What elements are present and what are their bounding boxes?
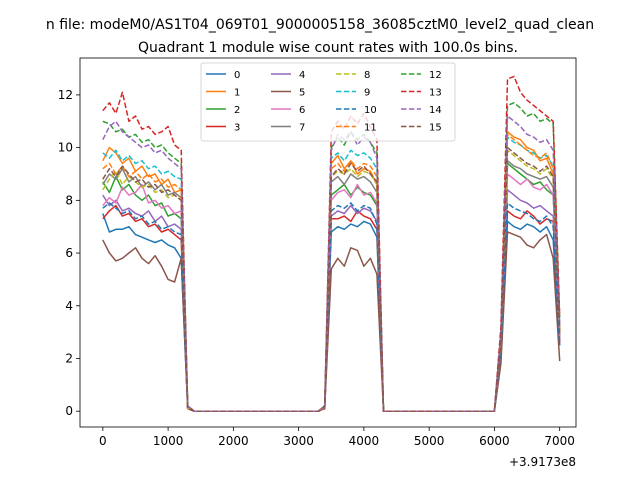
series-line-10	[102, 202, 561, 412]
legend-label-7: 7	[299, 123, 305, 134]
legend-label-8: 8	[364, 70, 370, 81]
x-tick-label: 1000	[153, 434, 184, 448]
legend-label-4: 4	[299, 70, 305, 81]
y-tick-label: 4	[65, 299, 73, 313]
x-tick-label: 5000	[414, 434, 445, 448]
legend-label-1: 1	[234, 88, 240, 99]
y-tick-label: 8	[65, 193, 73, 207]
legend-label-12: 12	[429, 70, 442, 81]
y-tick-label: 6	[65, 246, 73, 260]
x-offset-label: +3.9173e8	[509, 455, 576, 469]
series-line-15	[102, 146, 561, 412]
x-tick-label: 6000	[479, 434, 510, 448]
figure-suptitle: n file: modeM0/AS1T04_069T01_9000005158_…	[46, 17, 594, 33]
y-tick-label: 2	[65, 351, 73, 365]
legend-label-9: 9	[364, 88, 370, 99]
y-tick-label: 10	[58, 141, 73, 155]
legend-label-10: 10	[364, 105, 377, 116]
y-tick-label: 12	[58, 88, 73, 102]
x-tick-label: 0	[99, 434, 107, 448]
legend-label-0: 0	[234, 70, 240, 81]
chart-title: Quadrant 1 module wise count rates with …	[138, 40, 518, 56]
plot-area: 0 1000 2000 3000 4000 5000 6000 700002468101201…	[58, 62, 575, 448]
legend-label-6: 6	[299, 105, 305, 116]
x-tick-label: 2000	[218, 434, 249, 448]
legend-label-3: 3	[234, 123, 240, 134]
legend-label-2: 2	[234, 105, 240, 116]
x-tick-label: 3000	[283, 434, 314, 448]
x-tick-label: 4000	[349, 434, 380, 448]
legend-label-5: 5	[299, 88, 305, 99]
y-tick-label: 0	[65, 404, 73, 418]
legend-label-14: 14	[429, 105, 442, 116]
axes-frame	[79, 57, 577, 428]
legend-label-15: 15	[429, 123, 442, 134]
legend-label-13: 13	[429, 88, 442, 99]
legend-label-11: 11	[364, 123, 377, 134]
x-tick-label: 7000	[544, 434, 575, 448]
legend-box	[200, 62, 456, 142]
